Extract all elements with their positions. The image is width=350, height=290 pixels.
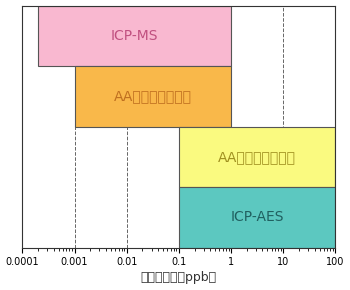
Bar [75,66,231,126]
Bar [179,126,335,187]
Bar [179,187,335,248]
Text: AA（フレーム法）: AA（フレーム法） [218,150,296,164]
Text: ICP-MS: ICP-MS [111,29,158,43]
Bar [38,6,231,66]
X-axis label: 検出下限値（ppb）: 検出下限値（ppb） [141,271,217,284]
Text: AA（電気加熱法）: AA（電気加熱法） [114,89,192,103]
Text: ICP-AES: ICP-AES [230,210,284,224]
